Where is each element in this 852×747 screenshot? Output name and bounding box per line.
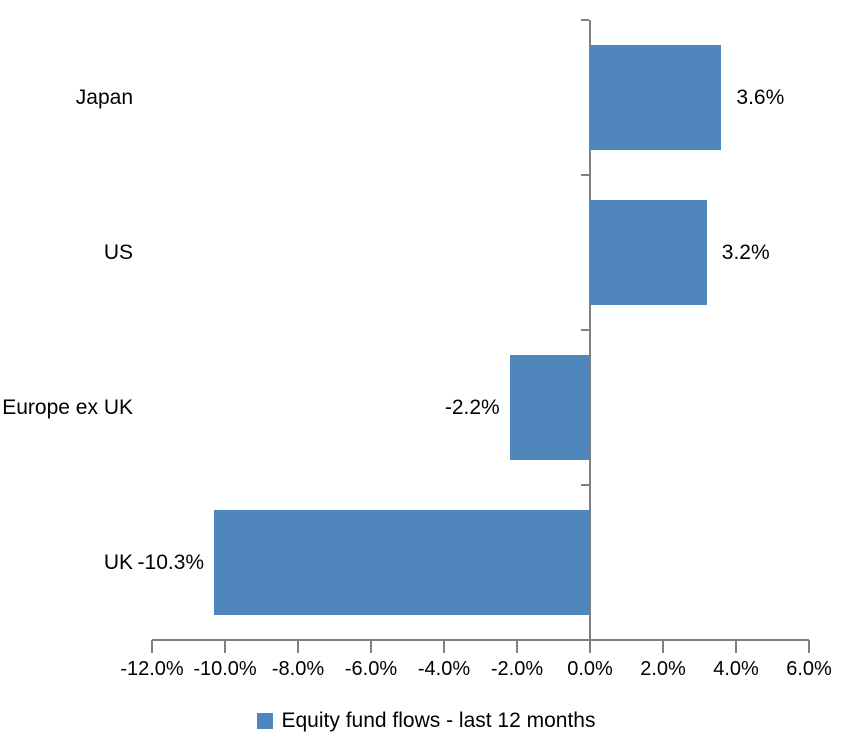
x-tick-label: -4.0% xyxy=(417,658,471,680)
x-tick-label: -10.0% xyxy=(193,658,257,680)
x-tick-label: -8.0% xyxy=(271,658,325,680)
x-tick-label: 4.0% xyxy=(713,658,759,680)
x-axis-tick xyxy=(151,640,153,653)
legend-label: Equity fund flows - last 12 months xyxy=(281,709,596,732)
bar-japan xyxy=(590,45,722,150)
bar-europe-ex-uk xyxy=(509,355,590,460)
x-axis-tick xyxy=(224,640,226,653)
x-axis-line xyxy=(152,639,809,641)
bar-us xyxy=(590,200,707,305)
x-tick-label: 2.0% xyxy=(640,658,686,680)
category-label: UK xyxy=(103,550,133,574)
category-axis-tick xyxy=(581,19,589,21)
category-axis-zero-line xyxy=(589,20,591,653)
x-axis-tick xyxy=(516,640,518,653)
x-axis-tick xyxy=(735,640,737,653)
bar-uk xyxy=(214,510,590,615)
x-axis-tick xyxy=(808,640,810,653)
category-axis-tick xyxy=(581,174,589,176)
category-axis-tick xyxy=(581,639,589,641)
x-tick-label: -6.0% xyxy=(344,658,398,680)
category-label: Japan xyxy=(75,85,133,109)
x-axis-tick xyxy=(443,640,445,653)
category-axis-tick xyxy=(581,329,589,331)
category-label: Europe ex UK xyxy=(2,395,133,419)
x-tick-label: 0.0% xyxy=(567,658,613,680)
x-axis-tick xyxy=(662,640,664,653)
x-tick-label: -12.0% xyxy=(120,658,184,680)
data-label: -10.3% xyxy=(137,550,205,574)
data-label: 3.6% xyxy=(736,85,785,109)
x-axis-tick xyxy=(589,640,591,653)
x-axis-tick xyxy=(370,640,372,653)
x-tick-label: -2.0% xyxy=(490,658,544,680)
legend-marker-icon xyxy=(256,713,273,729)
category-axis-tick xyxy=(581,484,589,486)
category-label: US xyxy=(103,240,133,264)
data-label: -2.2% xyxy=(444,395,500,419)
data-label: 3.2% xyxy=(721,240,770,264)
x-tick-label: 6.0% xyxy=(786,658,832,680)
x-axis-tick xyxy=(297,640,299,653)
legend: Equity fund flows - last 12 months xyxy=(0,709,852,733)
